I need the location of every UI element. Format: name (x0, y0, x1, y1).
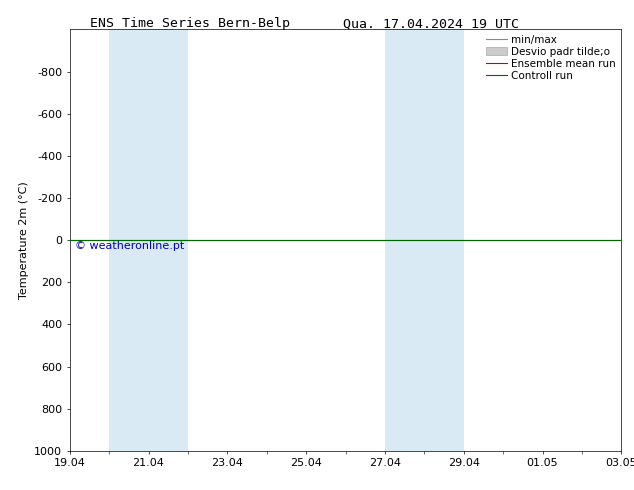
Text: Qua. 17.04.2024 19 UTC: Qua. 17.04.2024 19 UTC (343, 17, 519, 30)
Bar (385, 29, 463, 451)
Legend: min/max, Desvio padr tilde;o, Ensemble mean run, Controll run: min/max, Desvio padr tilde;o, Ensemble m… (484, 32, 618, 83)
Y-axis label: Temperature 2m (°C): Temperature 2m (°C) (18, 181, 29, 299)
Text: ENS Time Series Bern-Belp: ENS Time Series Bern-Belp (90, 17, 290, 30)
Bar (109, 29, 188, 451)
Text: © weatheronline.pt: © weatheronline.pt (75, 241, 184, 251)
